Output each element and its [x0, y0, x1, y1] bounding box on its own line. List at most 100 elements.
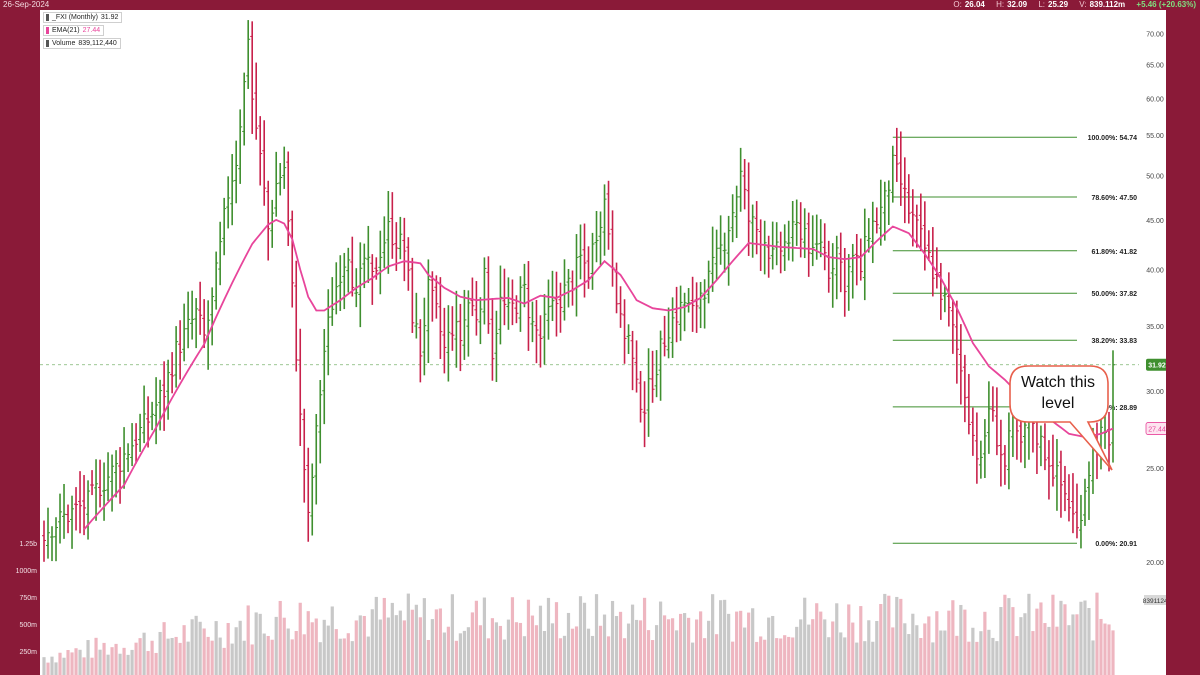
volume-bar: [747, 612, 751, 675]
volume-label: V:: [1079, 0, 1087, 9]
volume-bar: [911, 613, 915, 675]
volume-bar: [518, 622, 523, 675]
volume-bar: [1111, 630, 1115, 675]
volume-bar: [174, 636, 178, 675]
volume-bar: [254, 612, 258, 675]
volume-bar: [434, 609, 438, 675]
ema-line: [83, 218, 1114, 531]
volume-bar: [118, 653, 122, 675]
legend-price-name: _FXI (Monthly): [52, 14, 98, 21]
volume-bar: [430, 619, 434, 675]
volume-bar: [362, 615, 366, 675]
volume-bar: [831, 621, 835, 675]
legend-price[interactable]: _FXI (Monthly) 31.92: [43, 12, 123, 23]
volume-bar: [126, 654, 130, 675]
fib-label: 50.00%: 37.82: [1091, 291, 1137, 298]
open-value: 26.04: [964, 0, 985, 9]
volume-bar: [102, 642, 106, 675]
volume-bar: [899, 598, 903, 675]
fib-label-bg: [1077, 245, 1139, 256]
volume-bar: [739, 610, 743, 675]
volume-bar: [74, 648, 78, 675]
volume-bar: [871, 641, 875, 675]
volume-bar: [1035, 608, 1039, 675]
volume-bar: [298, 602, 302, 675]
fib-label-bg: [1077, 192, 1139, 203]
volume-bar: [927, 616, 931, 675]
volume-bar: [514, 622, 519, 675]
volume-bar: [1071, 614, 1075, 675]
price-tick-label: 20.00: [1146, 560, 1164, 567]
volume-bar: [1063, 604, 1067, 675]
volume-bar: [474, 600, 479, 675]
volume-bar: [759, 636, 763, 675]
volume-bar: [626, 623, 631, 675]
legend-ema-name: EMA(21): [52, 27, 80, 34]
volume-bar: [146, 651, 150, 675]
legend-volume[interactable]: Volume 839,112,440: [43, 38, 121, 49]
low-label: L:: [1038, 0, 1046, 9]
volume-bar: [442, 632, 446, 675]
volume-bar: [678, 613, 683, 675]
volume-bar: [895, 596, 899, 675]
volume-bar: [502, 639, 507, 675]
volume-bar: [322, 619, 326, 675]
volume-bar: [707, 620, 711, 675]
volume-tick-label: 1000m: [15, 568, 37, 575]
volume-bar: [526, 599, 531, 675]
price-tick-label: 40.00: [1146, 268, 1164, 275]
volume-bar: [494, 622, 499, 675]
fib-label-bg: [1077, 538, 1139, 549]
volume-bar: [1099, 618, 1103, 675]
volume-bar: [198, 621, 202, 675]
volume-bar: [727, 613, 731, 675]
volume-bar: [366, 636, 370, 675]
volume-bar: [554, 602, 559, 675]
volume-bar: [1023, 613, 1027, 675]
volume-bar: [66, 650, 70, 675]
volume-bar: [606, 636, 611, 675]
volume-bar: [642, 597, 647, 675]
volume-bar: [638, 620, 643, 675]
high-label: H:: [996, 0, 1005, 9]
volume-bar: [306, 611, 310, 675]
volume-bar: [378, 619, 382, 675]
open-label: O:: [953, 0, 962, 9]
volume-bar: [406, 593, 410, 675]
volume-bar: [562, 635, 567, 675]
volume-bar: [1019, 617, 1023, 675]
volume-bar: [658, 601, 663, 675]
volume-bar: [82, 657, 86, 675]
volume-bar: [735, 611, 739, 675]
volume-bar: [54, 662, 58, 675]
price-chart[interactable]: 70.00 65.00 60.00 55.00 50.00 45.00 40.00 35.00…: [40, 10, 1166, 675]
volume-bar: [654, 625, 659, 675]
volume-bar: [62, 657, 66, 675]
volume-bar: [142, 632, 146, 675]
volume-bar: [46, 662, 50, 675]
volume-bar: [426, 639, 430, 675]
volume-bar: [454, 640, 458, 675]
volume-bar: [703, 638, 707, 675]
volume-bar: [282, 617, 286, 675]
volume-bar: [650, 640, 655, 675]
top-bar: 26-Sep-2024 O: 26.04 H: 32.09 L: 25.29 V: 83…: [0, 0, 1200, 10]
volume-bar: [1011, 607, 1015, 675]
volume-bar: [450, 594, 454, 675]
volume-tick-label: 1.25b: [19, 541, 37, 548]
price-tick-label: 50.00: [1146, 173, 1164, 180]
volume-bar: [310, 622, 314, 675]
callout-text: Watch this level: [1020, 374, 1096, 412]
volume-bar: [963, 609, 967, 675]
volume-bar: [278, 600, 282, 675]
legend-ema[interactable]: EMA(21) 27.44: [43, 25, 105, 36]
volume-bar: [318, 642, 322, 675]
volume-bar: [967, 641, 971, 675]
volume-bar: [574, 626, 579, 675]
volume-bar: [222, 647, 226, 675]
volume-bar: [226, 623, 230, 675]
volume-bar: [498, 625, 503, 675]
volume-bar: [867, 620, 871, 675]
fib-label: 23.60%: 28.89: [1091, 405, 1137, 412]
volume-bar: [931, 642, 935, 675]
